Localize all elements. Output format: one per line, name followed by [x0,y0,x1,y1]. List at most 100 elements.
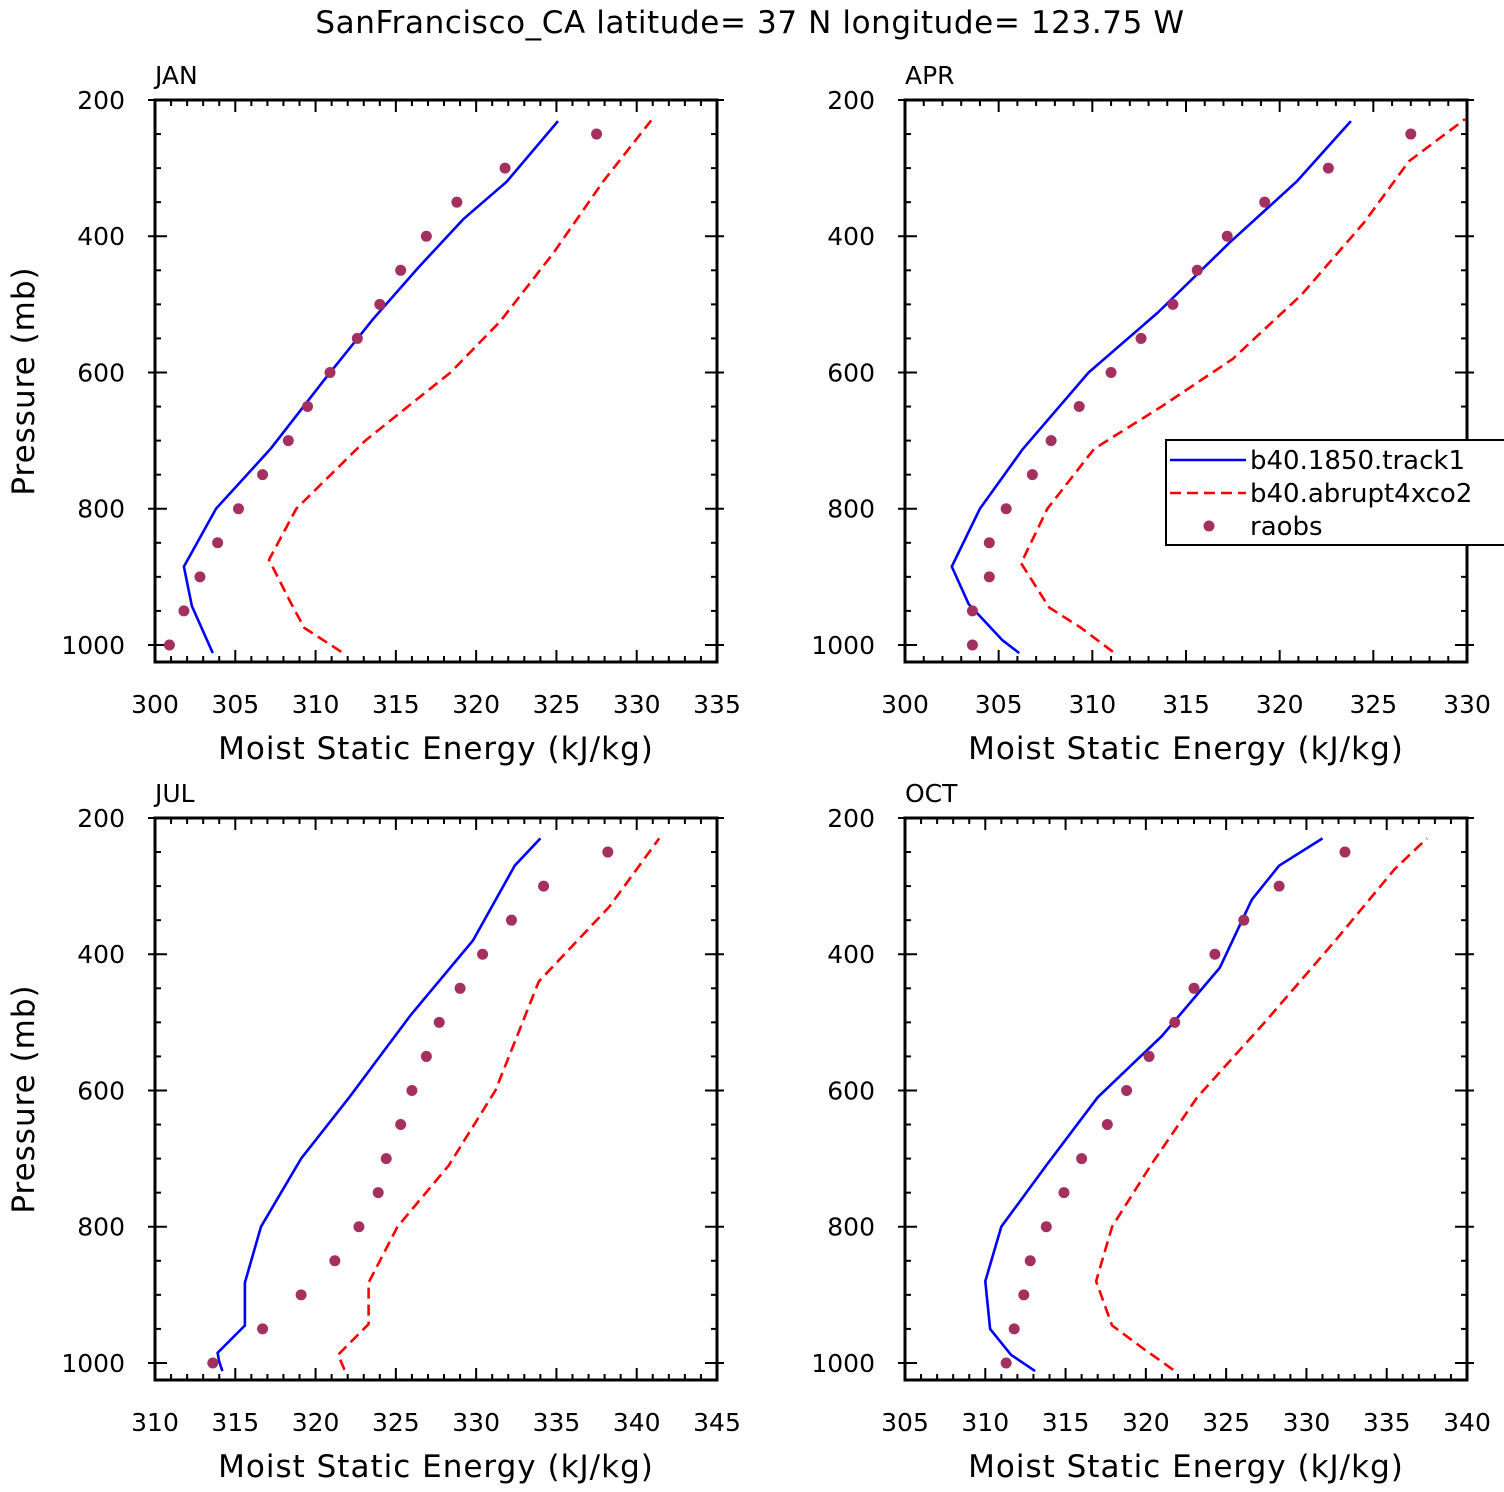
legend-entry-label: b40.1850.track1 [1250,446,1465,476]
x-tick-label: 330 [613,690,661,719]
raobs-point [1143,1050,1155,1062]
raobs-point [1076,1153,1088,1165]
series-line-abrupt4xco2 [1094,837,1428,1371]
x-axis-label: Moist Static Energy (kJ/kg) [218,1449,654,1485]
y-tick-label: 800 [77,495,125,524]
raobs-point [966,639,978,651]
raobs-point [1322,162,1334,174]
raobs-point [1169,1016,1181,1028]
y-tick-label: 400 [827,940,875,969]
raobs-point [505,914,517,926]
panel-label: JUL [153,779,195,808]
raobs-point [454,982,466,994]
x-tick-label: 335 [533,1408,581,1437]
x-axis-label: Moist Static Energy (kJ/kg) [968,1449,1404,1485]
x-tick-label: 315 [372,690,420,719]
raobs-point [1000,1357,1012,1369]
y-tick-label: 600 [827,358,875,387]
y-tick-label: 600 [77,358,125,387]
x-tick-label: 325 [372,1408,420,1437]
x-axis-label: Moist Static Energy (kJ/kg) [968,731,1404,767]
x-tick-label: 315 [1042,1408,1090,1437]
raobs-point [1026,469,1038,481]
y-tick-label: 200 [827,86,875,115]
raobs-point [1040,1221,1052,1233]
raobs-point [1018,1289,1030,1301]
y-tick-label: 1000 [61,631,125,660]
x-tick-label: 340 [1443,1408,1491,1437]
figure-title: SanFrancisco_CA latitude= 37 N longitude… [315,5,1184,41]
y-tick-label: 800 [77,1213,125,1242]
raobs-point [406,1084,418,1096]
y-tick-label: 400 [77,940,125,969]
raobs-point [1121,1084,1133,1096]
x-tick-label: 340 [613,1408,661,1437]
y-tick-label: 1000 [811,1349,875,1378]
raobs-point [351,332,363,344]
raobs-point [1259,196,1271,208]
raobs-point [324,366,336,378]
plot-frame [153,816,719,1382]
x-tick-label: 320 [452,690,500,719]
raobs-point [477,948,489,960]
legend-marker-raobs [1203,520,1215,532]
raobs-point [194,571,206,583]
raobs-point [1101,1119,1113,1131]
y-axis-label: Pressure (mb) [6,266,42,495]
x-tick-label: 320 [1256,690,1304,719]
x-tick-label: 300 [881,690,929,719]
raobs-point [420,230,432,242]
raobs-point [257,1323,269,1335]
x-tick-label: 320 [1122,1408,1170,1437]
x-tick-label: 320 [292,1408,340,1437]
raobs-point [983,571,995,583]
x-tick-label: 300 [131,690,179,719]
raobs-point [329,1255,341,1267]
series-line-abrupt4xco2 [267,119,653,653]
series-line-1850-track1 [950,120,1352,655]
x-tick-label: 345 [693,1408,741,1437]
series-line-1850-track1 [216,837,542,1372]
panel-label: JAN [153,61,198,90]
raobs-point [1058,1187,1070,1199]
x-tick-label: 310 [131,1408,179,1437]
x-tick-label: 310 [292,690,340,719]
raobs-point [1405,128,1417,140]
raobs-point [212,537,224,549]
plot-frame [903,816,1469,1382]
x-tick-label: 330 [1283,1408,1331,1437]
legend-entry-label: b40.abrupt4xco2 [1250,479,1472,509]
raobs-point [966,605,978,617]
raobs-point [1000,503,1012,515]
y-tick-label: 400 [827,222,875,251]
raobs-point [302,401,314,413]
y-tick-label: 400 [77,222,125,251]
raobs-point [602,846,614,858]
series-line-1850-track1 [983,837,1324,1373]
raobs-point [1167,298,1179,310]
raobs-point [353,1221,365,1233]
y-tick-label: 600 [77,1076,125,1105]
raobs-point [1273,880,1285,892]
raobs-point [207,1357,219,1369]
raobs-point [1045,435,1057,447]
plot-frame [153,98,719,664]
series-line-abrupt4xco2 [336,837,661,1371]
raobs-point [1135,332,1147,344]
x-tick-label: 325 [1202,1408,1250,1437]
raobs-point [1191,264,1203,276]
raobs-point [1209,948,1221,960]
raobs-point [591,128,603,140]
panel-oct: OCT 305 310 315 320 325 330 335 340 200 400 600 800 1… [811,779,1490,1485]
panel-label: APR [905,61,955,90]
y-tick-label: 200 [77,804,125,833]
panel-apr: APR 300 305 310 315 320 325 330 200 400 600 800 1000… [811,61,1490,767]
panel-jul: JUL 310 315 320 325 330 335 340 345 200 400 600 800 1… [6,779,741,1485]
raobs-point [395,264,407,276]
x-axis-label: Moist Static Energy (kJ/kg) [218,731,654,767]
series-line-abrupt4xco2 [1019,118,1466,653]
x-tick-label: 330 [452,1408,500,1437]
raobs-point [380,1153,392,1165]
y-tick-label: 1000 [61,1349,125,1378]
